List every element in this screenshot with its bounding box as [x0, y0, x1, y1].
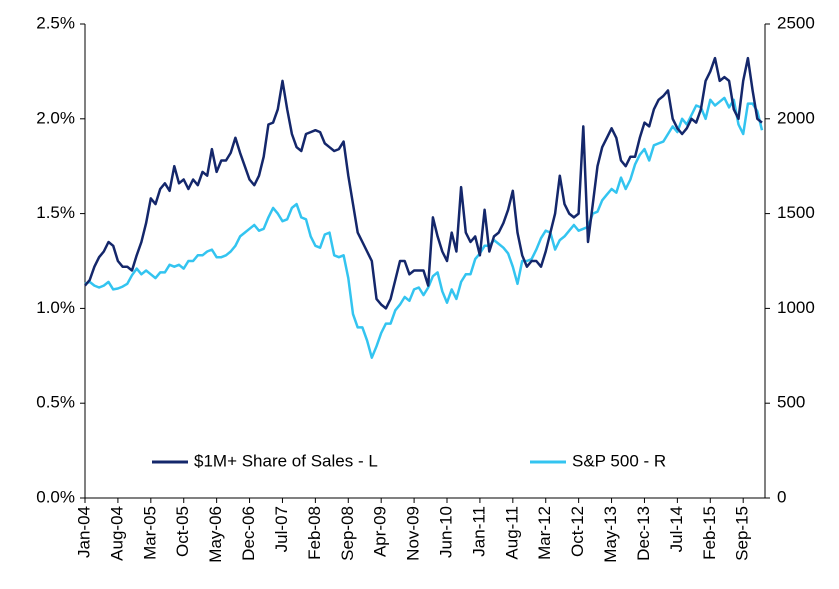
x-tick-label: Aug-11	[502, 506, 521, 560]
series-line	[84, 56, 763, 310]
x-tick-label: Feb-08	[305, 506, 324, 560]
x-tick-label: Dec-06	[239, 506, 258, 561]
y-tick-label: 0.5%	[36, 393, 75, 412]
x-tick-label: Sep-08	[338, 506, 357, 561]
y-tick-label: 2.0%	[36, 108, 75, 127]
series-line	[84, 96, 764, 359]
x-tick-label: Mar-05	[140, 506, 159, 560]
x-tick-label: Oct-05	[173, 506, 192, 557]
y2-tick-label: 2500	[777, 13, 815, 32]
x-tick-label: Apr-09	[371, 506, 390, 557]
x-tick-label: Jul-07	[272, 506, 291, 552]
y-tick-label: 0.0%	[36, 487, 75, 506]
x-tick-label: Feb-15	[700, 506, 719, 560]
y2-tick-label: 500	[777, 393, 805, 412]
y2-tick-label: 2000	[777, 108, 815, 127]
x-tick-label: Oct-12	[568, 506, 587, 557]
legend-label: $1M+ Share of Sales - L	[194, 451, 378, 470]
x-tick-label: Mar-12	[535, 506, 554, 560]
x-tick-label: Nov-09	[404, 506, 423, 561]
x-tick-label: Jun-10	[436, 506, 455, 558]
x-tick-label: Sep-15	[733, 506, 752, 561]
x-tick-label: Aug-04	[107, 506, 126, 561]
y2-tick-label: 0	[777, 487, 786, 506]
y2-tick-label: 1000	[777, 298, 815, 317]
x-tick-label: Jan-11	[469, 506, 488, 557]
x-tick-label: Jul-14	[667, 506, 686, 552]
y2-tick-label: 1500	[777, 203, 815, 222]
x-tick-label: Jan-04	[74, 506, 93, 558]
legend-label: S&P 500 - R	[572, 451, 666, 470]
y-tick-label: 1.0%	[36, 298, 75, 317]
x-tick-label: May-13	[601, 506, 620, 563]
x-tick-label: Dec-13	[634, 506, 653, 561]
y-tick-label: 2.5%	[36, 13, 75, 32]
y-tick-label: 1.5%	[36, 203, 75, 222]
x-tick-label: May-06	[206, 506, 225, 563]
